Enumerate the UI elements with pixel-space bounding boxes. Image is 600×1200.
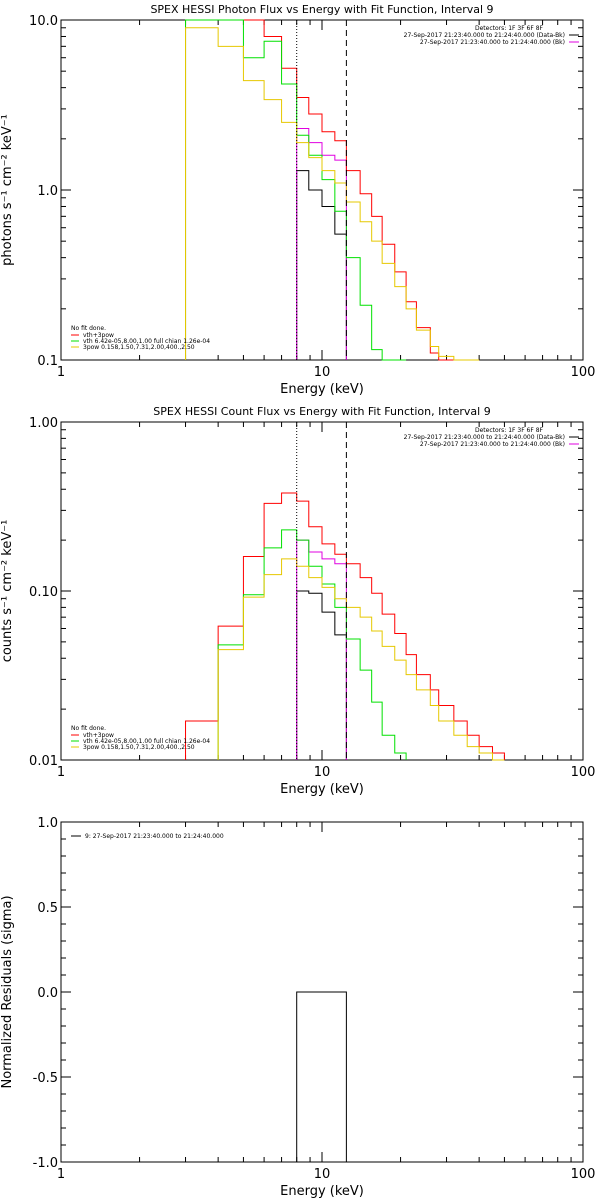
fit-status-label: No fit done.	[71, 725, 106, 732]
detectors-label: Detectors: 1F 3F 6F 8F	[475, 25, 544, 32]
time-range-label: 27-Sep-2017 21:23:40.000 to 21:24:40.000…	[404, 434, 565, 441]
series-total-histogram	[185, 19, 480, 361]
x-axis-label: Energy (keV)	[280, 1184, 364, 1199]
chart-panel-1: SPEX HESSI Photon Flux vs Energy with Fi…	[0, 3, 595, 397]
x-tick-label: 100	[571, 365, 596, 380]
fit-component-label: 3pow 0.158,1.50,7.31,2.00,400.,2.50	[83, 744, 195, 751]
x-tick-label: 100	[571, 1167, 596, 1182]
y-tick-label: 10.0	[29, 14, 58, 29]
series-data-histogram	[296, 170, 347, 360]
series-powerlaw-histogram	[217, 558, 505, 761]
x-tick-label: 1	[57, 765, 65, 780]
y-tick-label: -0.5	[33, 1071, 58, 1086]
y-tick-label: 0.01	[29, 754, 58, 769]
series-total-histogram	[185, 492, 505, 760]
chart-panel-3: 1 10 100 Energy (keV) -1.0 -0.5 0.0 0.5 1.0 Norma…	[0, 816, 595, 1199]
y-axis-label: Normalized Residuals (sigma)	[0, 895, 15, 1088]
x-axis-label: Energy (keV)	[280, 382, 364, 397]
fit-status-label: No fit done.	[71, 325, 106, 332]
chart-title: SPEX HESSI Count Flux vs Energy with Fit…	[153, 405, 490, 418]
y-axis-label: counts s⁻¹ cm⁻² keV⁻¹	[0, 520, 15, 663]
y-tick-label: 0.10	[29, 585, 58, 600]
residual-legend-label: 9: 27-Sep-2017 21:23:40.000 to 21:24:40.…	[85, 833, 224, 840]
time-range-label: 27-Sep-2017 21:23:40.000 to 21:24:40.000…	[404, 32, 565, 39]
y-tick-label: 0.0	[37, 986, 58, 1001]
fit-component-label: vth 6.42e-05,8.00,1.00 full chian 1.26e-…	[83, 338, 210, 345]
y-axis-label: photons s⁻¹ cm⁻² keV⁻¹	[0, 114, 15, 266]
series-bk-histogram	[296, 128, 347, 360]
fit-component-label: 3pow 0.158,1.50,7.31,2.00,400.,2.50	[83, 344, 195, 351]
y-tick-label: -1.0	[33, 1156, 58, 1171]
residual-box	[296, 991, 347, 1162]
plot-frame	[60, 421, 584, 761]
series-data-histogram	[296, 590, 347, 760]
chart-panel-2: SPEX HESSI Count Flux vs Energy with Fit…	[0, 405, 595, 797]
y-tick-label: 1.0	[37, 184, 58, 199]
x-tick-label: 10	[314, 1167, 331, 1182]
x-tick-label: 1	[57, 365, 65, 380]
series-thermal-histogram	[185, 19, 407, 361]
x-tick-label: 10	[314, 765, 331, 780]
time-range-label: 27-Sep-2017 21:23:40.000 to 21:24:40.000…	[420, 441, 565, 448]
x-tick-label: 10	[314, 365, 331, 380]
series-thermal-histogram	[217, 529, 407, 760]
y-tick-label: 0.1	[37, 354, 58, 369]
fit-component-label: vth+3pow	[83, 332, 114, 339]
fit-component-label: vth+3pow	[83, 732, 114, 739]
x-axis-label: Energy (keV)	[280, 782, 364, 797]
x-tick-label: 1	[57, 1167, 65, 1182]
y-tick-label: 0.5	[37, 901, 58, 916]
y-tick-label: 1.0	[37, 816, 58, 831]
series-powerlaw-histogram	[185, 27, 480, 361]
chart-title: SPEX HESSI Photon Flux vs Energy with Fi…	[150, 3, 493, 16]
fit-component-label: vth 6.42e-05,8.00,1.00 full chian 1.26e-…	[83, 738, 210, 745]
detectors-label: Detectors: 1F 3F 6F 8F	[475, 427, 544, 434]
x-tick-label: 100	[571, 765, 596, 780]
y-tick-label: 1.00	[29, 416, 58, 431]
time-range-label: 27-Sep-2017 21:23:40.000 to 21:24:40.000…	[420, 39, 565, 46]
